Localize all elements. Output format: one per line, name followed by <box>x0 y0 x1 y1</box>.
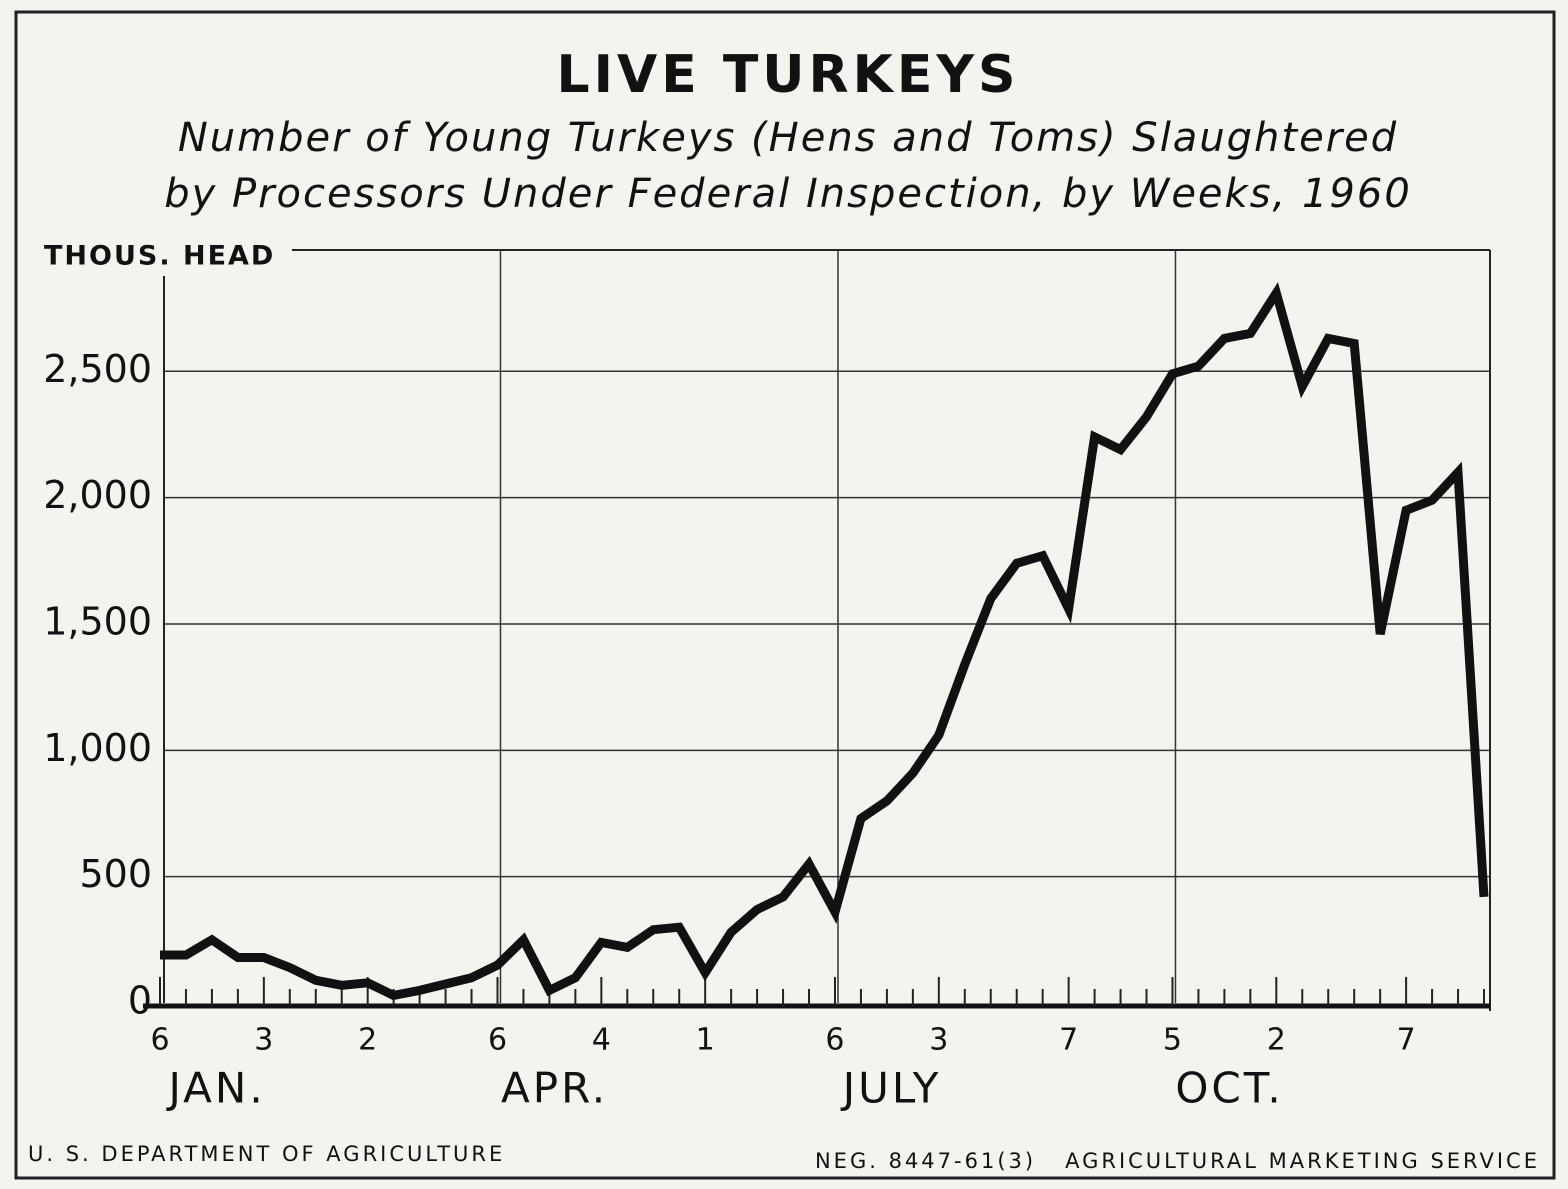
x-tick-label: 6 <box>825 1023 844 1058</box>
footer-left: U. S. DEPARTMENT OF AGRICULTURE <box>28 1142 505 1166</box>
y-tick-label: 1,000 <box>43 726 152 770</box>
data-line <box>160 282 1489 1001</box>
y-tick-label: 0 <box>128 979 152 1023</box>
x-tick-label: 3 <box>929 1023 948 1058</box>
month-label: APR. <box>501 1064 608 1113</box>
month-label: OCT. <box>1175 1064 1283 1113</box>
x-tick-label: 5 <box>1163 1023 1182 1058</box>
y-tick-label: 500 <box>79 852 152 896</box>
x-tick-label: 6 <box>488 1023 507 1058</box>
y-tick-label: 2,500 <box>43 347 152 391</box>
footer-right: NEG. 8447-61(3) AGRICULTURAL MARKETING S… <box>815 1149 1540 1173</box>
x-tick-label: 1 <box>696 1023 715 1058</box>
x-tick-label: 7 <box>1059 1023 1078 1058</box>
y-tick-label: 2,000 <box>43 473 152 517</box>
chart-subtitle: Number of Young Turkeys (Hens and Toms) … <box>178 115 1398 161</box>
y-tick-label: 1,500 <box>43 599 152 643</box>
x-tick-label: 6 <box>150 1023 169 1058</box>
x-tick-label: 7 <box>1397 1023 1416 1058</box>
x-tick-label: 3 <box>254 1023 273 1058</box>
x-tick-label: 2 <box>358 1023 377 1058</box>
outer-frame <box>14 10 1556 1180</box>
month-label: JULY <box>840 1064 942 1113</box>
month-label: JAN. <box>166 1064 266 1113</box>
chart-subtitle: by Processors Under Federal Inspection, … <box>164 171 1412 217</box>
y-axis-title: THOUS. HEAD <box>44 241 275 272</box>
x-tick-label: 4 <box>592 1023 611 1058</box>
chart-title: LIVE TURKEYS <box>556 45 1019 105</box>
x-tick-label: 2 <box>1267 1023 1286 1058</box>
